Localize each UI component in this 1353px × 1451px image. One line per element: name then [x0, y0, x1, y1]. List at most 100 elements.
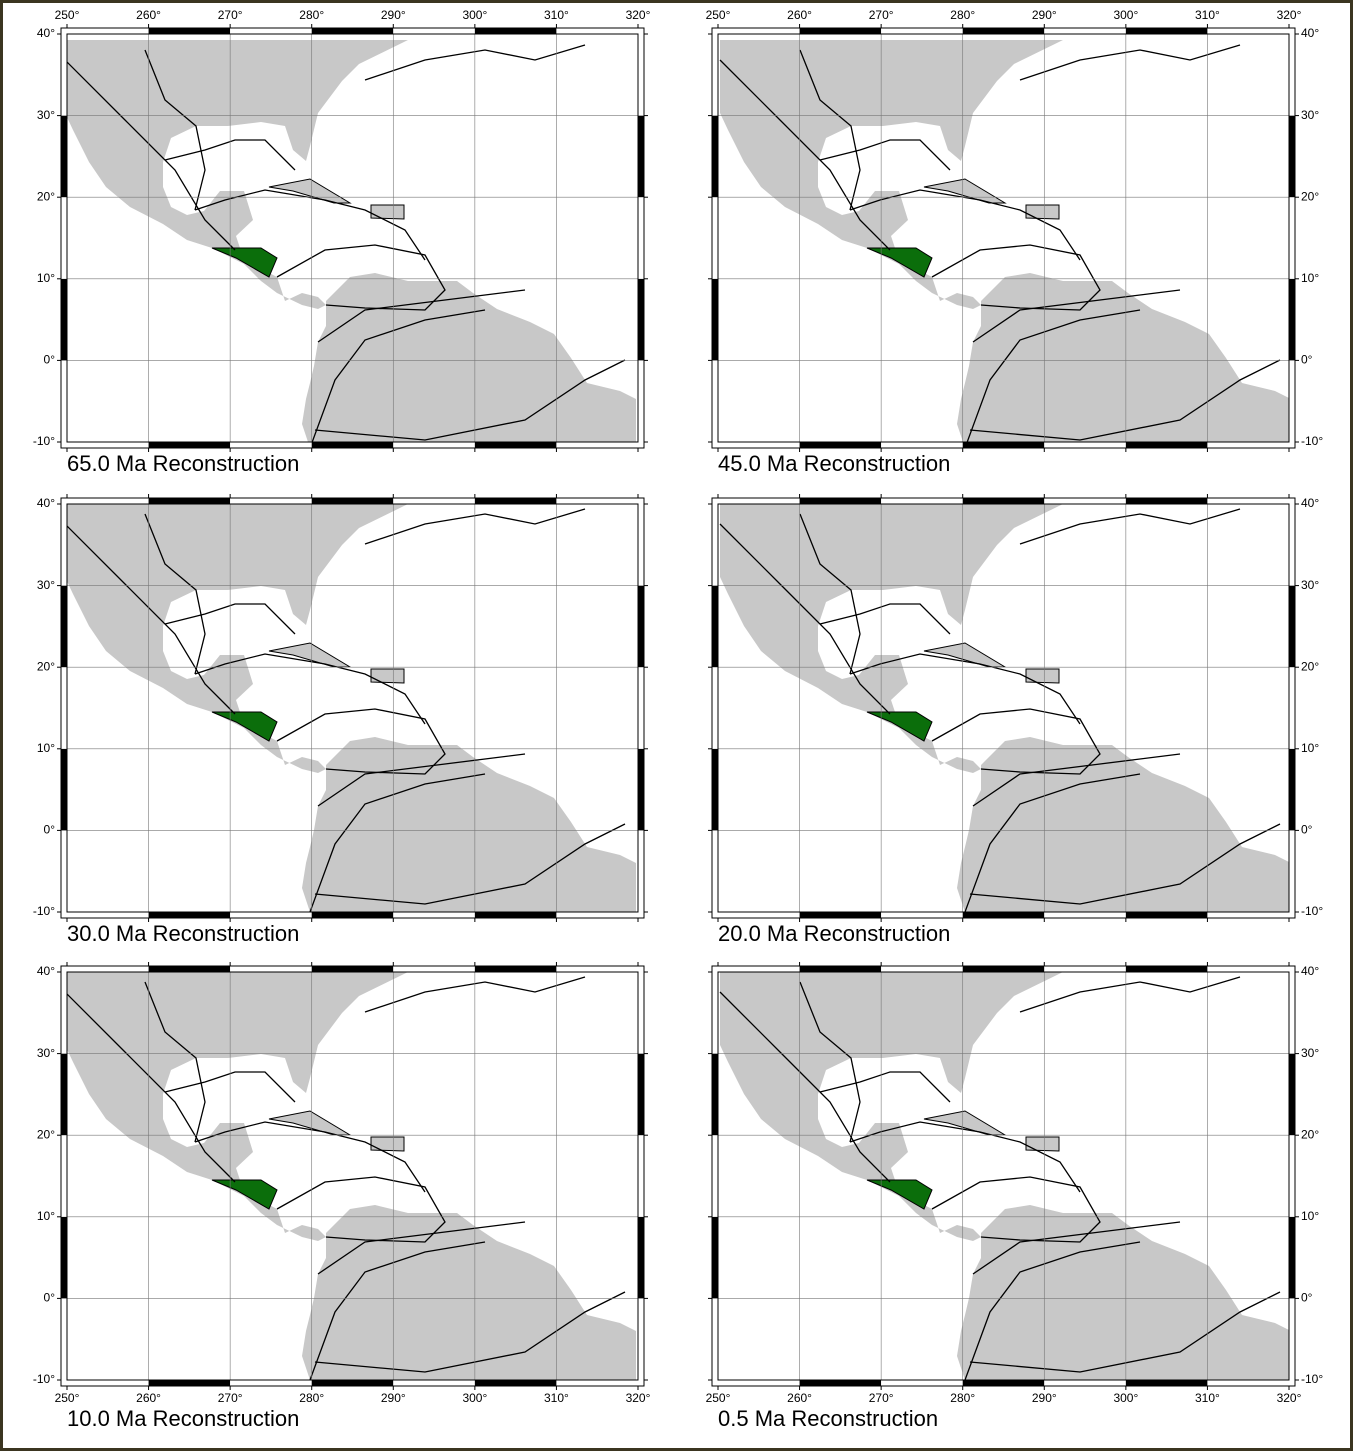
frame-bar: [712, 34, 718, 116]
x-tick-label: 320°: [1277, 1391, 1302, 1405]
frame-bar: [1289, 116, 1295, 198]
y-tick-label: 10°: [37, 741, 55, 755]
frame-bar: [312, 498, 394, 504]
frame-bar: [393, 498, 475, 504]
x-tick-label: 300°: [462, 1391, 487, 1405]
frame-bar: [718, 912, 800, 918]
frame-bar: [475, 912, 557, 918]
x-tick-label: 280°: [950, 1391, 975, 1405]
frame-bar: [718, 966, 800, 972]
map-panel: 250°260°270°280°290°300°310°320°-10°0°10…: [706, 8, 1324, 476]
frame-bar: [230, 442, 312, 448]
y-tick-label: -10°: [1301, 1372, 1323, 1386]
x-tick-label: 260°: [136, 1391, 161, 1405]
frame-bar: [393, 1380, 475, 1386]
frame-bar: [61, 116, 67, 198]
frame-bar: [61, 586, 67, 668]
frame-bar: [638, 586, 644, 668]
frame-bar: [638, 279, 644, 361]
frame-bar: [1044, 28, 1126, 34]
frame-bar: [61, 749, 67, 831]
y-tick-label: 30°: [1301, 1046, 1319, 1060]
frame-bar: [800, 498, 882, 504]
y-tick-label: 20°: [37, 659, 55, 673]
x-tick-label: 250°: [706, 8, 731, 22]
frame-bar: [61, 360, 67, 442]
y-tick-label: 20°: [1301, 1127, 1319, 1141]
frame-bar: [1289, 667, 1295, 749]
y-tick-label: 10°: [1301, 271, 1319, 285]
y-tick-label: -10°: [1301, 434, 1323, 448]
x-tick-label: 300°: [462, 8, 487, 22]
frame-bar: [61, 1298, 67, 1380]
frame-bar: [881, 442, 963, 448]
x-tick-label: 280°: [299, 8, 324, 22]
y-tick-label: -10°: [33, 904, 55, 918]
y-tick-label: 10°: [37, 1209, 55, 1223]
y-tick-label: 20°: [1301, 659, 1319, 673]
frame-bar: [638, 749, 644, 831]
panel-caption: 20.0 Ma Reconstruction: [718, 921, 950, 946]
x-tick-label: 310°: [544, 1391, 569, 1405]
map-panel: 250°260°270°280°290°300°310°320°-10°0°10…: [706, 962, 1324, 1431]
x-tick-label: 290°: [1032, 8, 1057, 22]
frame-bar: [393, 912, 475, 918]
frame-bar: [475, 966, 557, 972]
frame-bar: [638, 1217, 644, 1299]
y-tick-label: 10°: [1301, 741, 1319, 755]
frame-bar: [712, 1135, 718, 1217]
frame-bar: [963, 966, 1045, 972]
frame-bar: [230, 28, 312, 34]
frame-bar: [1207, 28, 1289, 34]
y-tick-label: 40°: [37, 964, 55, 978]
x-tick-label: 270°: [869, 1391, 894, 1405]
y-tick-label: 0°: [44, 353, 56, 367]
frame-bar: [1044, 442, 1126, 448]
y-tick-label: 30°: [1301, 578, 1319, 592]
frame-bar: [1207, 498, 1289, 504]
frame-bar: [556, 912, 638, 918]
frame-bar: [1289, 34, 1295, 116]
frame-bar: [881, 912, 963, 918]
frame-bar: [1289, 1054, 1295, 1136]
y-tick-label: 40°: [37, 26, 55, 40]
y-tick-label: 0°: [1301, 1291, 1313, 1305]
frame-bar: [67, 1380, 149, 1386]
frame-bar: [61, 1217, 67, 1299]
y-tick-label: 40°: [1301, 964, 1319, 978]
frame-bar: [1207, 442, 1289, 448]
y-tick-label: 10°: [37, 271, 55, 285]
frame-bar: [67, 966, 149, 972]
frame-bar: [963, 442, 1045, 448]
y-tick-label: 40°: [1301, 496, 1319, 510]
frame-bar: [393, 28, 475, 34]
y-tick-label: -10°: [33, 1372, 55, 1386]
frame-bar: [638, 504, 644, 586]
frame-bar: [61, 34, 67, 116]
frame-bar: [963, 1380, 1045, 1386]
frame-bar: [556, 442, 638, 448]
x-tick-label: 300°: [1113, 8, 1138, 22]
y-tick-label: 30°: [37, 108, 55, 122]
x-tick-label: 290°: [381, 8, 406, 22]
y-tick-label: -10°: [1301, 904, 1323, 918]
frame-bar: [230, 912, 312, 918]
frame-bar: [556, 1380, 638, 1386]
frame-bar: [475, 442, 557, 448]
frame-bar: [712, 749, 718, 831]
frame-bar: [556, 498, 638, 504]
frame-bar: [475, 498, 557, 504]
frame-bar: [556, 966, 638, 972]
frame-bar: [1289, 197, 1295, 279]
frame-bar: [1126, 1380, 1208, 1386]
x-tick-label: 250°: [706, 1391, 731, 1405]
frame-bar: [1207, 966, 1289, 972]
frame-bar: [638, 197, 644, 279]
frame-bar: [638, 830, 644, 912]
frame-bar: [61, 197, 67, 279]
x-tick-label: 320°: [626, 1391, 651, 1405]
y-tick-label: 40°: [1301, 26, 1319, 40]
frame-bar: [712, 586, 718, 668]
x-tick-label: 280°: [299, 1391, 324, 1405]
frame-bar: [1289, 279, 1295, 361]
